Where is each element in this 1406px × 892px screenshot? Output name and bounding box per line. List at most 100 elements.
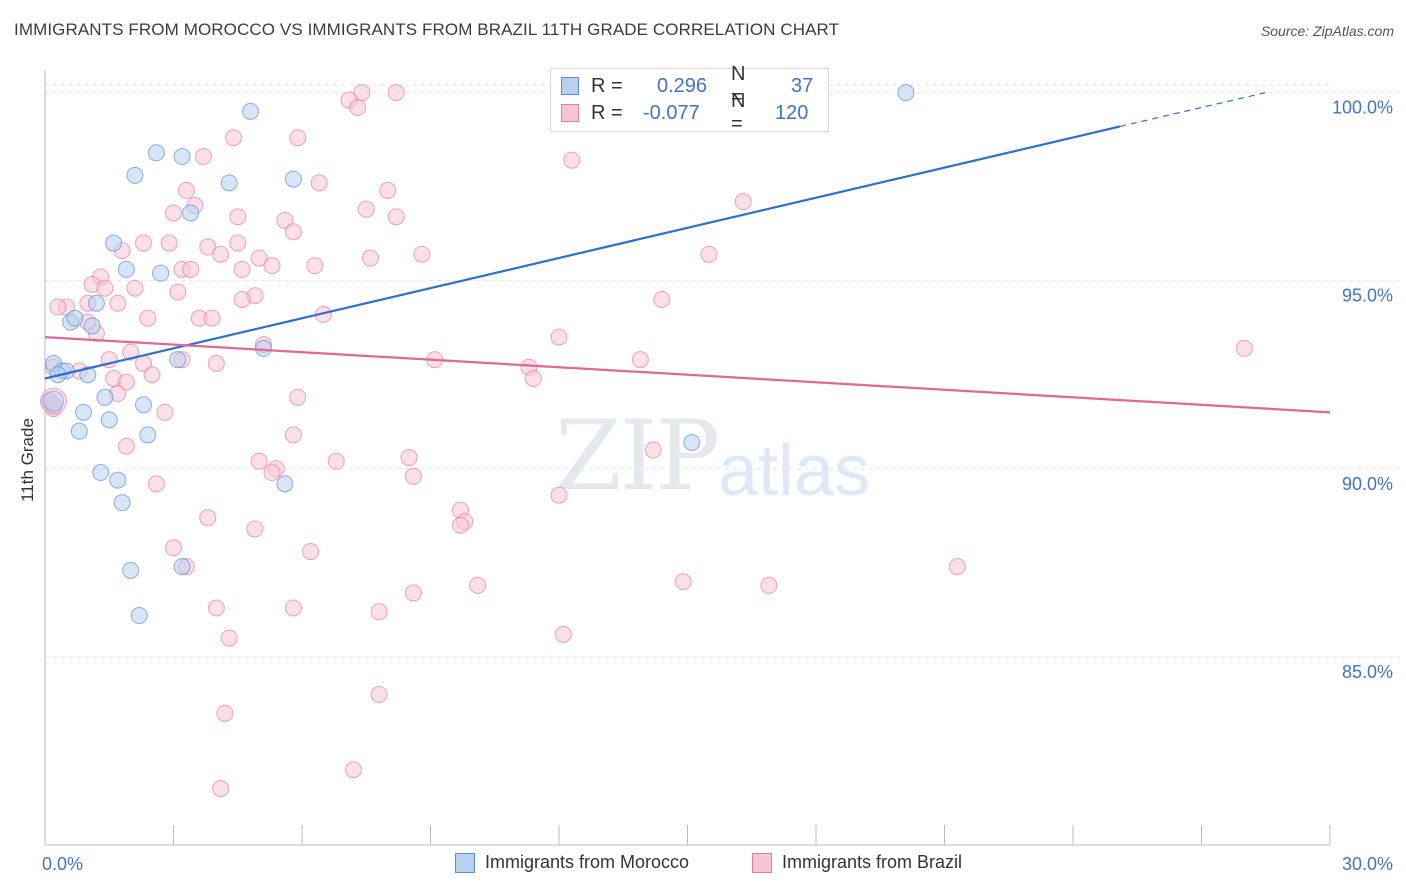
brazil-point (404, 467, 422, 485)
brazil-point (631, 351, 649, 369)
brazil-point (302, 543, 320, 561)
brazil-point (117, 437, 135, 455)
brazil-point (349, 99, 367, 117)
morocco-point (897, 84, 915, 102)
brazil-point (109, 294, 127, 312)
x-tick-label-max: 30.0% (1342, 854, 1393, 874)
morocco-point (126, 166, 144, 184)
stats-legend: R = 0.296 N = 37 R = -0.077 N = 120 (550, 63, 829, 135)
legend-row-brazil: R = -0.077 N = 120 (561, 90, 808, 135)
morocco-point (220, 174, 238, 192)
brazil-point (310, 174, 328, 192)
brazil-point (700, 245, 718, 263)
morocco-point (683, 433, 701, 451)
brazil-point (362, 249, 380, 267)
brazil-point (49, 298, 67, 316)
brazil-point (203, 309, 221, 327)
brazil-point (199, 509, 217, 527)
morocco-trend-extension (1119, 91, 1266, 128)
brazil-point (550, 486, 568, 504)
morocco-point (147, 144, 165, 162)
brazil-point (653, 290, 671, 308)
chart-title: IMMIGRANTS FROM MOROCCO VS IMMIGRANTS FR… (14, 20, 840, 39)
morocco-point (284, 170, 302, 188)
brazil-point (1235, 339, 1253, 357)
brazil-point (220, 629, 238, 647)
source-credit: Source: ZipAtlas.com (1260, 23, 1394, 39)
morocco-point (152, 264, 170, 282)
morocco-n-value: 37 (791, 74, 814, 97)
brazil-point (379, 181, 397, 199)
brazil-point-cluster (40, 387, 68, 415)
brazil-point (177, 181, 195, 199)
brazil-point (644, 441, 662, 459)
brazil-point (216, 704, 234, 722)
brazil-point (233, 290, 251, 308)
brazil-point (306, 257, 324, 275)
brazil-point (182, 260, 200, 278)
y-tick-label: 85.0% (1342, 662, 1393, 682)
brazil-point (233, 260, 251, 278)
brazil-swatch (561, 104, 579, 122)
brazil-point (117, 373, 135, 391)
morocco-point (122, 561, 140, 579)
bottom-legend-brazil: Immigrants from Brazil (752, 852, 962, 873)
morocco-point (173, 558, 191, 576)
brazil-trend-line (44, 336, 1331, 414)
morocco-point (83, 317, 101, 335)
brazil-point (284, 223, 302, 241)
morocco-n-label: N = (731, 63, 746, 108)
brazil-point (229, 234, 247, 252)
morocco-point (66, 309, 84, 327)
y-tick-label: 100.0% (1332, 98, 1393, 118)
brazil-point (289, 129, 307, 147)
morocco-point-cluster (43, 390, 65, 412)
watermark-atlas: atlas (718, 431, 871, 511)
brazil-point (370, 603, 388, 621)
brazil-point (246, 520, 264, 538)
morocco-point (100, 411, 118, 429)
morocco-point (92, 464, 110, 482)
brazil-point (387, 208, 405, 226)
brazil-point (224, 129, 242, 147)
brazil-point (387, 84, 405, 102)
legend-row-morocco: R = 0.296 N = 37 (561, 63, 813, 108)
brazil-point (250, 249, 268, 267)
brazil-point (135, 234, 153, 252)
morocco-point (182, 204, 200, 222)
morocco-point (276, 475, 294, 493)
brazil-n-value: 120 (775, 101, 809, 124)
y-tick-label: 90.0% (1342, 474, 1393, 494)
brazil-point (263, 464, 281, 482)
brazil-point (550, 328, 568, 346)
brazil-point (263, 257, 281, 275)
brazil-point (469, 576, 487, 594)
brazil-point (563, 151, 581, 169)
morocco-point (135, 396, 153, 414)
brazil-point (276, 211, 294, 229)
morocco-r-value: 0.296 (657, 74, 708, 97)
brazil-point (229, 208, 247, 226)
brazil-point (169, 283, 187, 301)
morocco-point (70, 422, 88, 440)
brazil-point (404, 584, 422, 602)
brazil-point (207, 599, 225, 617)
morocco-point (113, 494, 131, 512)
brazil-point (344, 761, 362, 779)
brazil-point (165, 539, 182, 557)
brazil-point (160, 234, 178, 252)
brazil-point (327, 452, 345, 470)
brazil-point (451, 516, 469, 534)
morocco-point (130, 607, 148, 625)
brazil-point (554, 625, 572, 643)
brazil-r-label: R = (591, 101, 623, 124)
y-axis-label: 11th Grade (18, 418, 37, 502)
brazil-point (212, 780, 230, 798)
brazil-point (250, 452, 268, 470)
brazil-point (156, 403, 174, 421)
brazil-point (760, 576, 778, 594)
morocco-point (173, 148, 191, 166)
brazil-point (674, 573, 692, 591)
brazil-point (122, 343, 140, 361)
